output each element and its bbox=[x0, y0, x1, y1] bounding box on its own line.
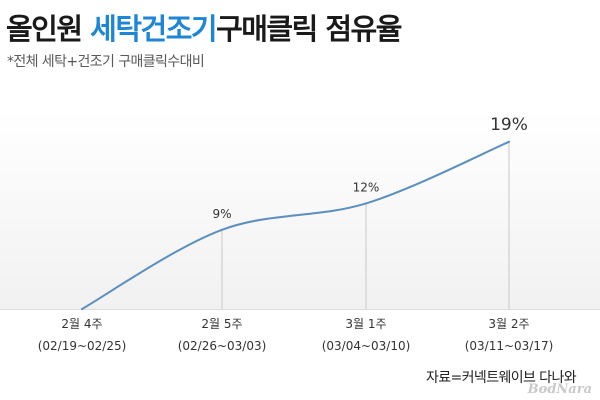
chart-title: 올인원 세탁건조기구매클릭 점유율 bbox=[6, 6, 402, 48]
x-tick-range-1: (02/26~03/03) bbox=[178, 339, 267, 353]
data-point-2 bbox=[365, 202, 367, 205]
x-tick-range-2: (03/04~03/10) bbox=[322, 339, 411, 353]
title-part-1: 올인원 bbox=[6, 12, 83, 46]
value-label-3: 19% bbox=[490, 115, 528, 135]
x-tick-label-2: 3월 1주 bbox=[345, 317, 386, 331]
source-note: 자료=커넥트웨이브 다나와 bbox=[425, 370, 577, 386]
x-tick-label-0: 2월 4주 bbox=[61, 317, 102, 331]
title-accent: 세탁건조기 bbox=[90, 12, 217, 46]
x-tick-range-0: (02/19~02/25) bbox=[38, 339, 127, 353]
x-tick-label-3: 3월 2주 bbox=[488, 317, 529, 331]
x-tick-label-1: 2월 5주 bbox=[201, 317, 242, 331]
data-point-0 bbox=[81, 308, 83, 310]
data-point-3 bbox=[508, 140, 510, 143]
data-point-1 bbox=[221, 228, 223, 231]
plot-background bbox=[0, 110, 600, 310]
series-line bbox=[81, 140, 510, 310]
title-part-2: 구매클릭 점유율 bbox=[216, 12, 402, 46]
value-label-1: 9% bbox=[212, 207, 231, 221]
chart-subtitle: *전체 세탁+건조기 구매클릭수대비 bbox=[7, 54, 205, 70]
x-tick-range-3: (03/11~03/17) bbox=[465, 339, 554, 353]
watermark-logo: BodNara bbox=[527, 382, 592, 397]
value-label-2: 12% bbox=[353, 180, 380, 194]
